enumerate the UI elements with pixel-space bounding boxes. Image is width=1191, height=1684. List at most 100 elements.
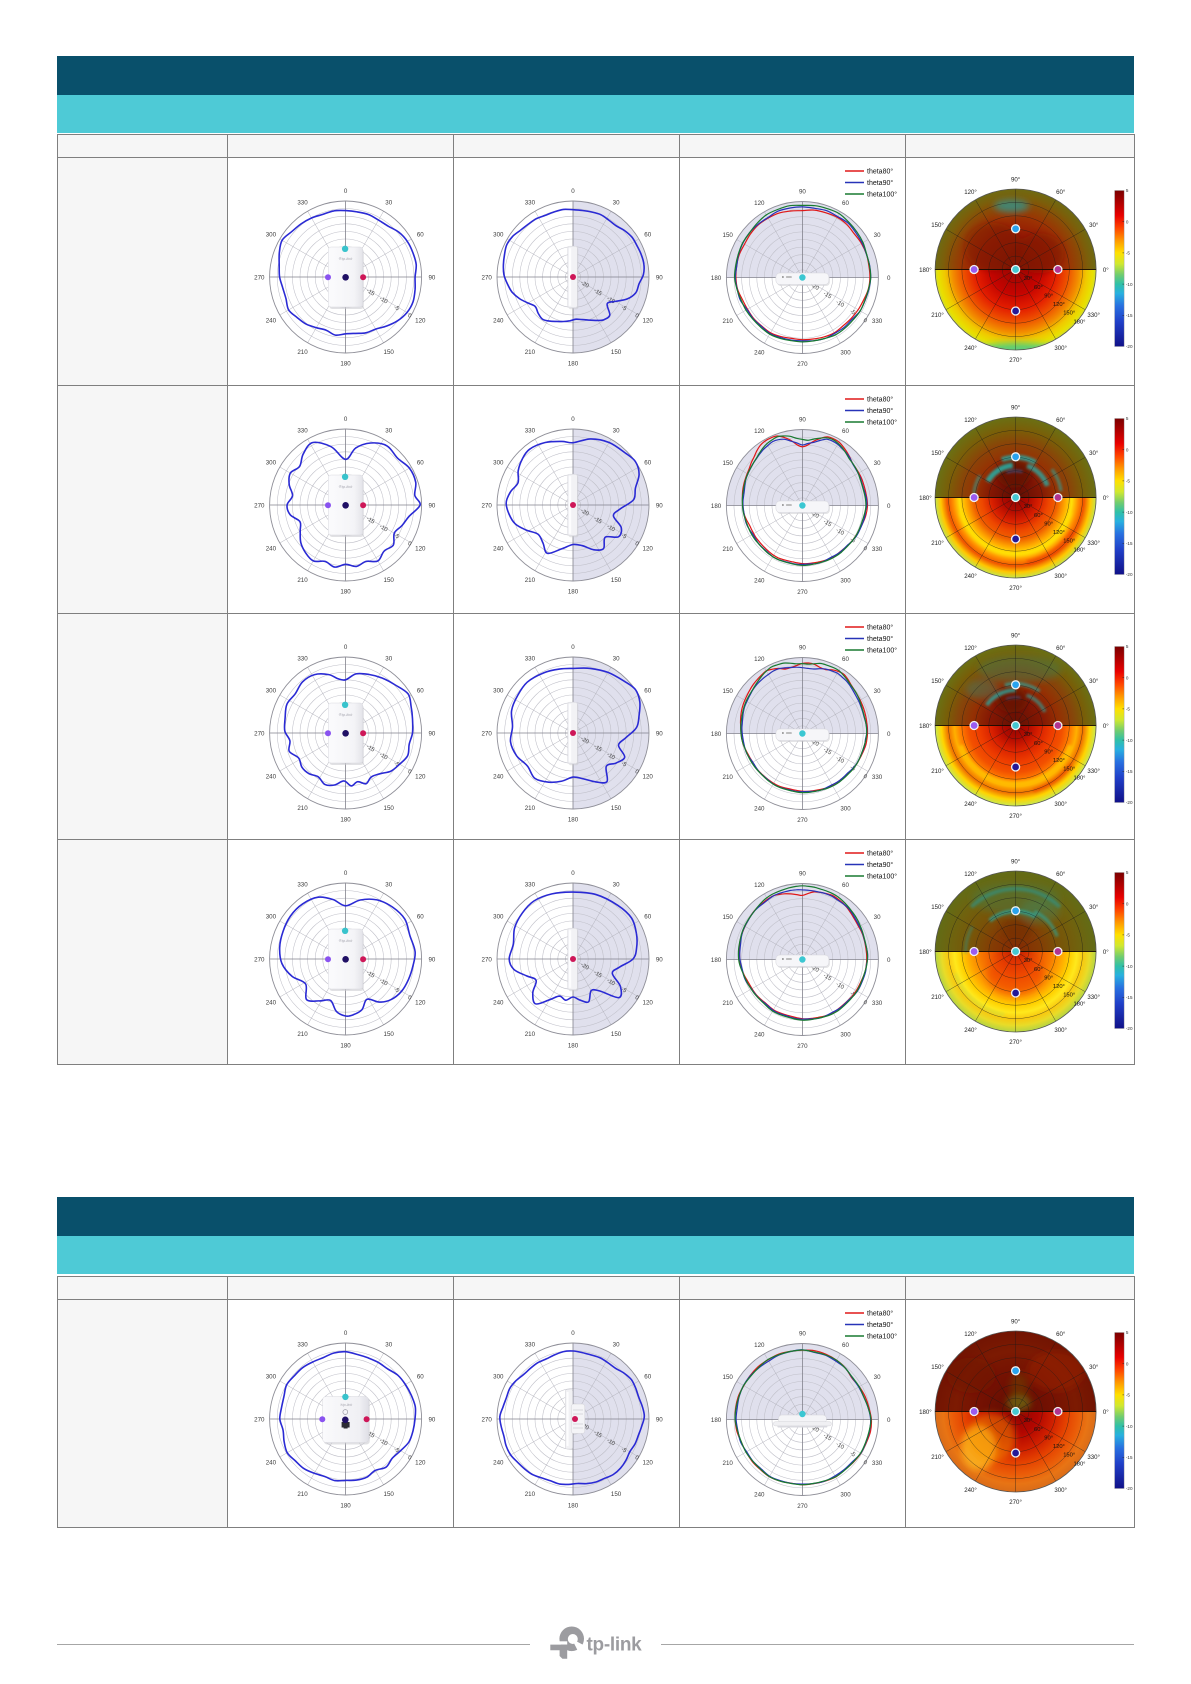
svg-text:0: 0 — [634, 540, 640, 547]
svg-text:210: 210 — [723, 546, 734, 553]
svg-text:-5: -5 — [392, 532, 400, 540]
svg-text:330: 330 — [297, 1341, 308, 1348]
svg-text:240: 240 — [493, 1459, 504, 1466]
svg-text:90°: 90° — [1044, 749, 1053, 755]
svg-text:270: 270 — [482, 502, 493, 509]
svg-text:300: 300 — [840, 1032, 851, 1039]
svg-text:210°: 210° — [931, 312, 944, 319]
svg-text:180: 180 — [568, 817, 579, 824]
svg-text:0: 0 — [862, 1459, 868, 1466]
svg-text:150°: 150° — [1063, 993, 1075, 999]
svg-text:60: 60 — [842, 428, 849, 435]
svg-text:60: 60 — [417, 459, 424, 466]
svg-text:240°: 240° — [964, 801, 977, 808]
svg-text:180: 180 — [711, 274, 722, 281]
svg-text:330°: 330° — [1087, 540, 1100, 547]
svg-text:0: 0 — [862, 1000, 868, 1007]
svg-text:180°: 180° — [1074, 775, 1086, 781]
svg-text:30°: 30° — [1024, 276, 1033, 282]
svg-text:240: 240 — [266, 317, 277, 324]
svg-text:60°: 60° — [1034, 512, 1043, 518]
svg-text:90: 90 — [799, 1330, 806, 1337]
svg-text:0: 0 — [406, 995, 412, 1002]
svg-text:0: 0 — [887, 274, 891, 281]
svg-text:120: 120 — [754, 200, 765, 207]
svg-text:-15: -15 — [1126, 541, 1133, 546]
svg-text:30: 30 — [613, 656, 620, 663]
svg-text:180: 180 — [711, 957, 722, 964]
svg-text:120: 120 — [754, 882, 765, 889]
svg-text:210: 210 — [525, 1491, 536, 1498]
svg-text:240: 240 — [493, 545, 504, 552]
svg-text:-20: -20 — [809, 964, 819, 973]
svg-text:180°: 180° — [1074, 1001, 1086, 1007]
svg-text:5: 5 — [1126, 644, 1129, 649]
svg-text:5: 5 — [1126, 870, 1129, 875]
svg-text:300: 300 — [266, 1373, 277, 1380]
svg-text:150: 150 — [384, 349, 395, 356]
svg-text:90°: 90° — [1044, 293, 1053, 299]
svg-text:270: 270 — [797, 1043, 808, 1050]
svg-text:0: 0 — [1126, 219, 1129, 224]
svg-text:-10: -10 — [605, 523, 615, 532]
svg-text:℗tp-link: ℗tp-link — [339, 938, 354, 943]
svg-text:90°: 90° — [1044, 975, 1053, 981]
svg-text:120: 120 — [643, 774, 654, 781]
svg-text:300: 300 — [840, 806, 851, 813]
svg-text:90: 90 — [656, 1416, 663, 1423]
svg-text:150: 150 — [611, 349, 622, 356]
svg-text:180: 180 — [568, 360, 579, 367]
svg-text:theta100°: theta100° — [867, 647, 897, 655]
svg-text:180: 180 — [711, 1416, 722, 1423]
svg-text:0: 0 — [887, 731, 891, 738]
svg-text:0: 0 — [887, 502, 891, 509]
svg-text:0: 0 — [571, 1330, 575, 1337]
svg-text:60°: 60° — [1034, 967, 1043, 973]
svg-text:-15: -15 — [822, 518, 832, 527]
svg-text:270: 270 — [797, 1503, 808, 1510]
svg-text:330: 330 — [297, 882, 308, 889]
svg-text:330: 330 — [525, 882, 536, 889]
svg-text:0: 0 — [1126, 1361, 1129, 1366]
svg-text:30°: 30° — [1089, 1363, 1099, 1370]
svg-text:300: 300 — [840, 1491, 851, 1498]
svg-text:60°: 60° — [1034, 284, 1043, 290]
svg-text:180: 180 — [340, 1502, 351, 1509]
svg-text:30°: 30° — [1024, 504, 1033, 510]
svg-text:30: 30 — [385, 1341, 392, 1348]
svg-text:150°: 150° — [1063, 310, 1075, 316]
svg-text:270°: 270° — [1009, 357, 1022, 364]
svg-text:300°: 300° — [1054, 345, 1067, 352]
svg-text:30°: 30° — [1089, 449, 1099, 456]
svg-text:theta80°: theta80° — [867, 850, 893, 858]
svg-text:90: 90 — [656, 730, 663, 737]
svg-text:-10: -10 — [1126, 281, 1133, 286]
svg-text:330°: 330° — [1087, 1454, 1100, 1461]
svg-text:theta90°: theta90° — [867, 179, 893, 187]
svg-text:90: 90 — [656, 502, 663, 509]
svg-text:120: 120 — [643, 317, 654, 324]
svg-text:270: 270 — [254, 1416, 265, 1423]
svg-text:180: 180 — [340, 588, 351, 595]
svg-text:60°: 60° — [1056, 645, 1066, 652]
svg-text:-20: -20 — [579, 508, 589, 517]
svg-text:150°: 150° — [1063, 767, 1075, 773]
svg-text:60°: 60° — [1056, 188, 1066, 195]
svg-text:60: 60 — [842, 656, 849, 663]
svg-text:-20: -20 — [809, 282, 819, 291]
svg-text:-10: -10 — [1126, 1423, 1133, 1428]
svg-text:30°: 30° — [1089, 221, 1099, 228]
svg-text:30: 30 — [385, 656, 392, 663]
svg-text:330: 330 — [525, 199, 536, 206]
svg-text:-5: -5 — [392, 761, 400, 769]
svg-text:60°: 60° — [1034, 741, 1043, 747]
svg-text:120: 120 — [643, 545, 654, 552]
svg-text:270: 270 — [482, 956, 493, 963]
svg-text:120: 120 — [754, 656, 765, 663]
svg-text:180: 180 — [340, 1043, 351, 1050]
svg-text:120°: 120° — [1053, 984, 1065, 990]
svg-text:150: 150 — [611, 1031, 622, 1038]
svg-text:0: 0 — [344, 416, 348, 423]
svg-text:-5: -5 — [1126, 1392, 1131, 1397]
svg-text:270: 270 — [797, 361, 808, 368]
